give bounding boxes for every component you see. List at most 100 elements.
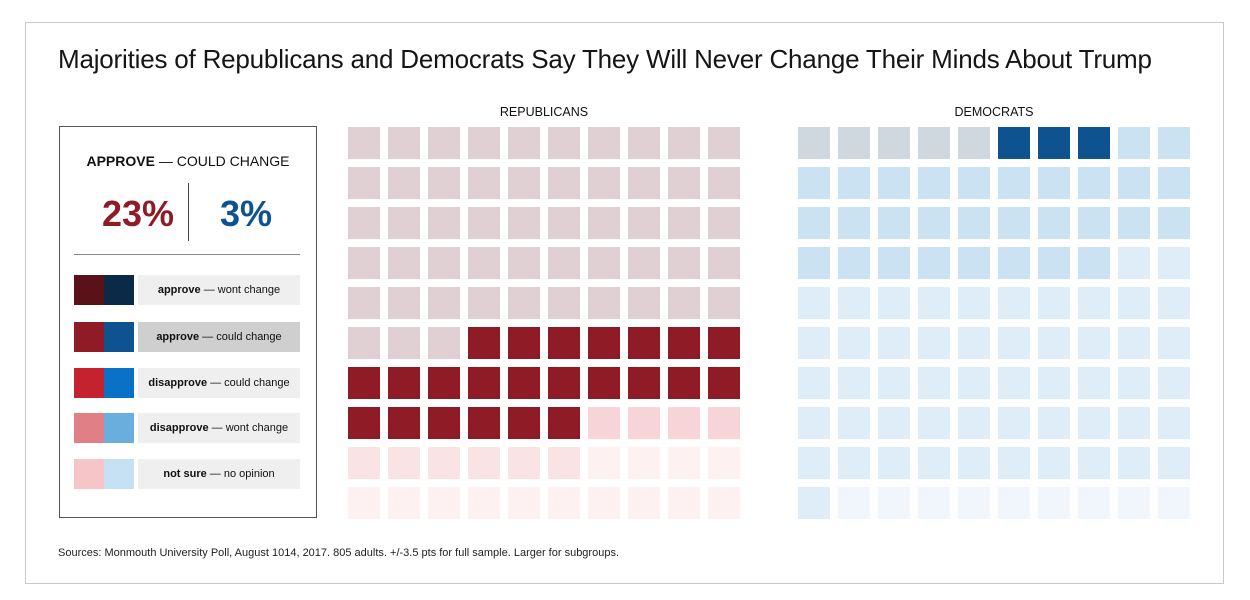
waffle-cell	[958, 207, 990, 239]
waffle-cell	[1078, 247, 1110, 279]
republican-percentage: 23%	[101, 193, 175, 234]
waffle-cell	[548, 447, 580, 479]
waffle-cell	[388, 407, 420, 439]
waffle-cell	[548, 327, 580, 359]
waffle-cell	[838, 247, 870, 279]
waffle-cell	[1158, 287, 1190, 319]
waffle-cell	[878, 447, 910, 479]
waffle-cell	[468, 367, 500, 399]
waffle-cell	[628, 487, 660, 519]
rep-swatch	[74, 413, 104, 443]
waffle-cell	[798, 247, 830, 279]
waffle-cell	[628, 367, 660, 399]
waffle-cell	[1078, 167, 1110, 199]
legend-item-approve-could-change[interactable]: approve — could change	[74, 322, 300, 352]
waffle-cell	[588, 127, 620, 159]
waffle-cell	[1158, 327, 1190, 359]
waffle-cell	[668, 247, 700, 279]
waffle-cell	[878, 127, 910, 159]
waffle-cell	[468, 487, 500, 519]
waffle-cell	[918, 247, 950, 279]
waffle-cell	[1038, 367, 1070, 399]
legend-item-rest: — wont change	[208, 422, 289, 434]
waffle-cell	[1038, 247, 1070, 279]
waffle-cell	[348, 407, 380, 439]
legend-item-disapprove-wont-change[interactable]: disapprove — wont change	[74, 413, 300, 443]
waffle-cell	[878, 247, 910, 279]
legend-item-disapprove-could-change[interactable]: disapprove — could change	[74, 368, 300, 398]
waffle-cell	[668, 487, 700, 519]
percentage-divider	[188, 183, 189, 241]
legend-item-not-sure[interactable]: not sure — no opinion	[74, 459, 300, 489]
waffle-cell	[668, 447, 700, 479]
source-note: Sources: Monmouth University Poll, Augus…	[58, 547, 619, 559]
waffle-cell	[628, 167, 660, 199]
waffle-cell	[668, 287, 700, 319]
waffle-cell	[878, 487, 910, 519]
waffle-cell	[998, 407, 1030, 439]
waffle-cell	[838, 207, 870, 239]
waffle-cell	[1078, 407, 1110, 439]
waffle-cell	[838, 487, 870, 519]
waffle-cell	[548, 207, 580, 239]
legend-item-label: disapprove — wont change	[138, 413, 300, 443]
waffle-cell	[958, 367, 990, 399]
waffle-cell	[628, 327, 660, 359]
waffle-cell	[838, 447, 870, 479]
waffle-cell	[588, 167, 620, 199]
dem-swatch	[104, 322, 134, 352]
waffle-cell	[798, 487, 830, 519]
waffle-cell	[1158, 487, 1190, 519]
legend-panel: APPROVE — COULD CHANGE 23% 3% approve — …	[59, 126, 317, 518]
waffle-cell	[388, 247, 420, 279]
waffle-cell	[918, 327, 950, 359]
waffle-cell	[348, 327, 380, 359]
waffle-cell	[1078, 127, 1110, 159]
waffle-cell	[508, 447, 540, 479]
legend-item-label: approve — could change	[138, 322, 300, 352]
waffle-cell	[838, 407, 870, 439]
waffle-cell	[548, 407, 580, 439]
waffle-cell	[508, 367, 540, 399]
waffle-cell	[998, 327, 1030, 359]
waffle-cell	[958, 327, 990, 359]
waffle-cell	[348, 247, 380, 279]
legend-item-rest: — no opinion	[206, 468, 275, 480]
waffle-cell	[428, 367, 460, 399]
waffle-cell	[708, 447, 740, 479]
waffle-cell	[548, 487, 580, 519]
waffle-cell	[628, 207, 660, 239]
waffle-cell	[878, 367, 910, 399]
waffle-cell	[1078, 367, 1110, 399]
waffle-cell	[708, 367, 740, 399]
legend-item-rest: — could change	[207, 377, 290, 389]
dem-swatch	[104, 413, 134, 443]
waffle-cell	[428, 287, 460, 319]
selected-category-bold: APPROVE	[86, 153, 155, 169]
waffle-cell	[798, 327, 830, 359]
waffle-cell	[878, 167, 910, 199]
waffle-cell	[918, 407, 950, 439]
waffle-cell	[838, 287, 870, 319]
waffle-cell	[1118, 167, 1150, 199]
waffle-cell	[548, 127, 580, 159]
waffle-cell	[388, 127, 420, 159]
waffle-cell	[588, 407, 620, 439]
waffle-cell	[348, 167, 380, 199]
waffle-cell	[798, 367, 830, 399]
group-title-democrats: DEMOCRATS	[954, 105, 1034, 119]
waffle-cell	[548, 367, 580, 399]
waffle-cell	[1158, 127, 1190, 159]
waffle-cell	[468, 327, 500, 359]
waffle-cell	[428, 327, 460, 359]
waffle-cell	[348, 447, 380, 479]
waffle-cell	[588, 447, 620, 479]
waffle-cell	[708, 287, 740, 319]
legend-item-approve-wont-change[interactable]: approve — wont change	[74, 275, 300, 305]
waffle-cell	[958, 287, 990, 319]
waffle-cell	[1038, 207, 1070, 239]
waffle-cell	[1078, 487, 1110, 519]
waffle-cell	[668, 367, 700, 399]
selected-category-label: APPROVE — COULD CHANGE	[60, 153, 316, 169]
group-title-republicans: REPUBLICANS	[499, 105, 589, 119]
